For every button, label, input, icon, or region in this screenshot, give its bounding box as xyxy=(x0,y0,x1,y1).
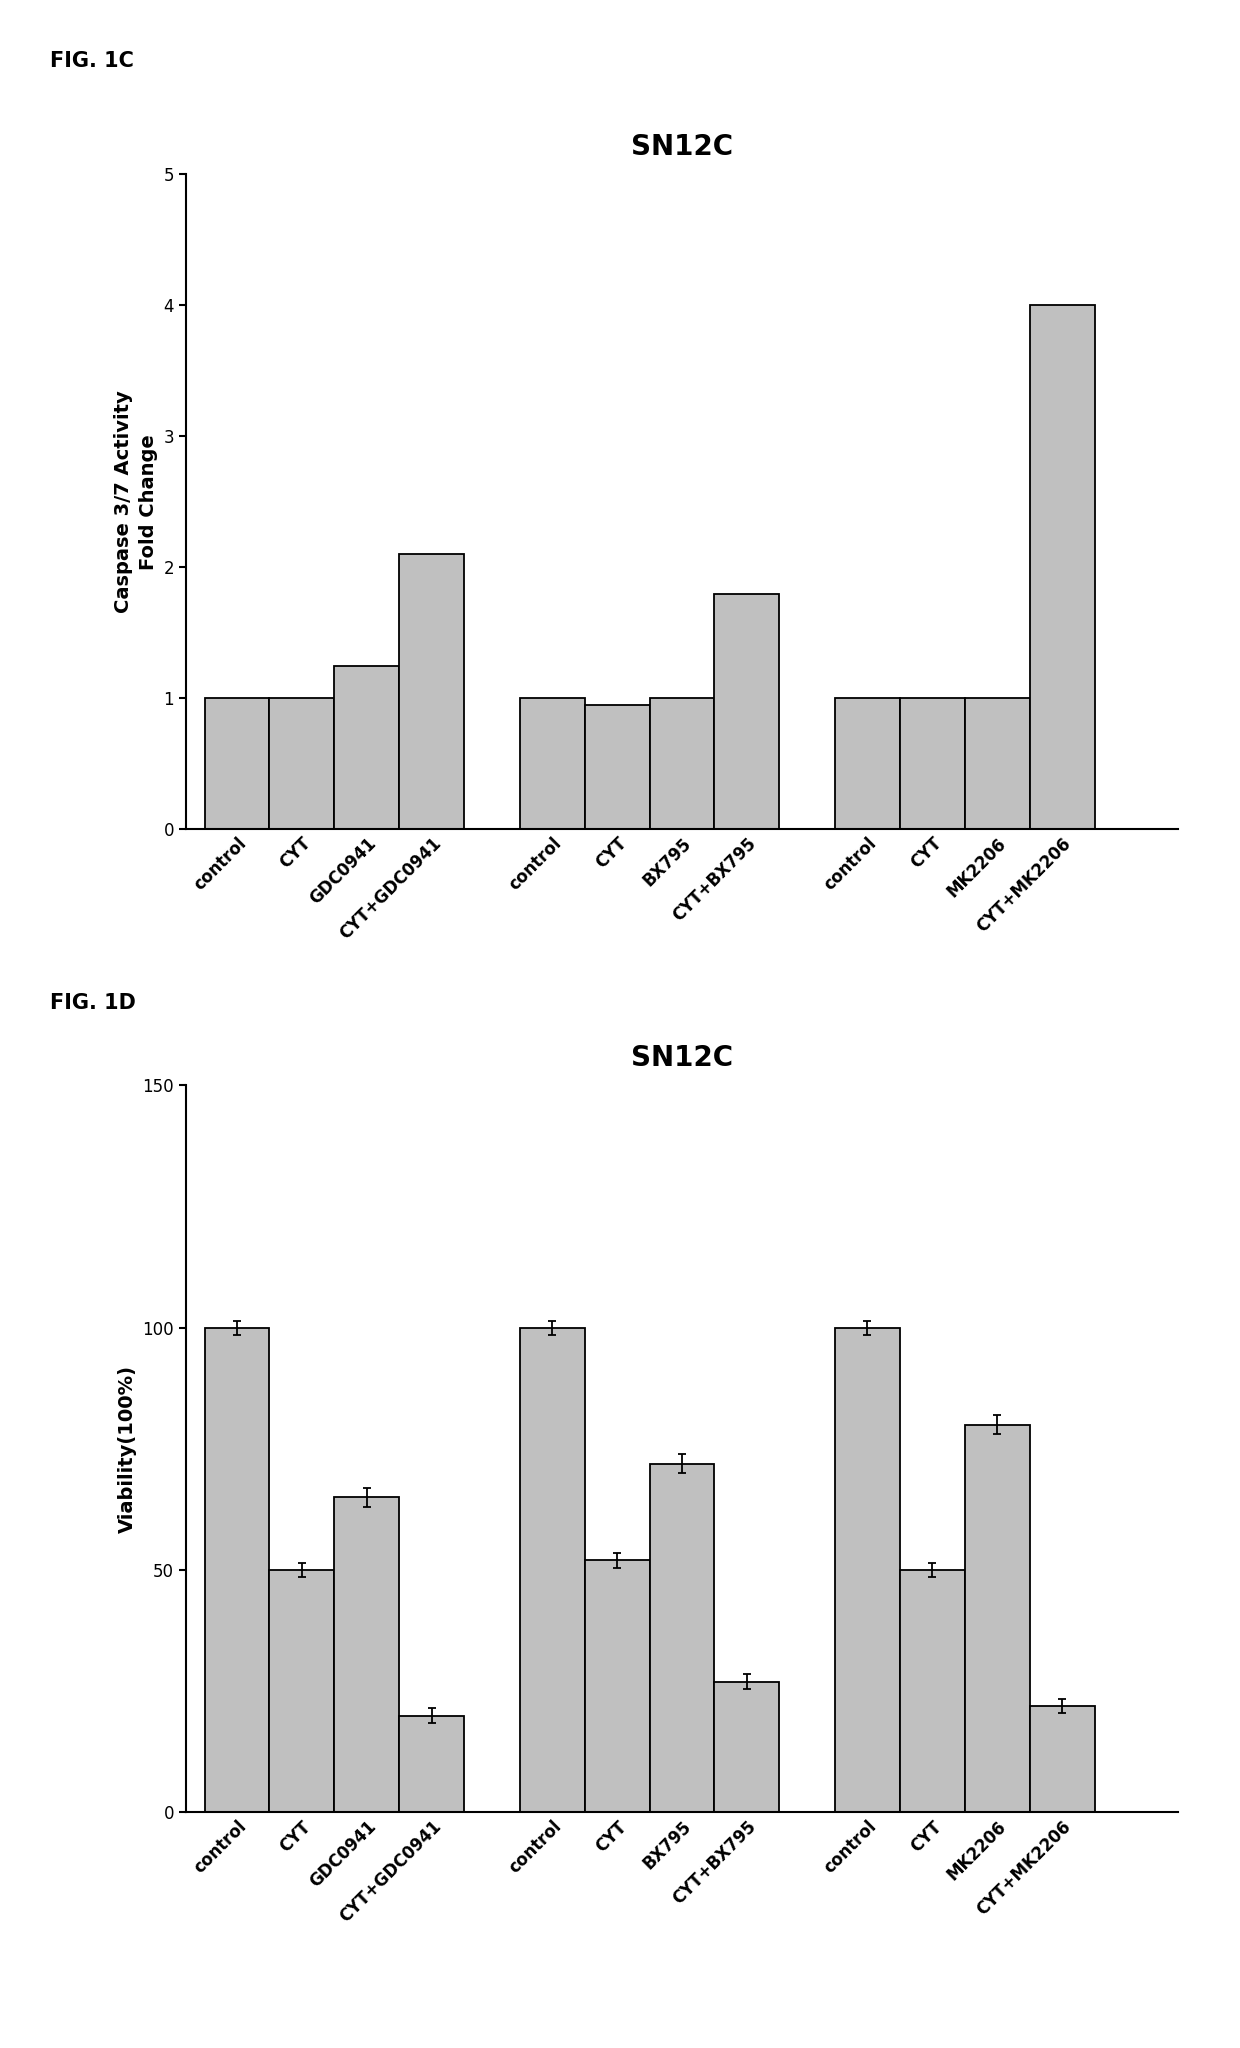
Bar xyxy=(900,1571,965,1812)
Bar xyxy=(584,1561,650,1812)
Y-axis label: Viability(100%): Viability(100%) xyxy=(118,1364,136,1534)
Y-axis label: Caspase 3/7 Activity
Fold Change: Caspase 3/7 Activity Fold Change xyxy=(114,391,157,612)
Text: FIG. 1C: FIG. 1C xyxy=(50,51,134,72)
Bar xyxy=(714,1681,780,1812)
Bar xyxy=(835,698,900,829)
Bar xyxy=(335,666,399,829)
Bar xyxy=(900,698,965,829)
Bar xyxy=(520,698,584,829)
Bar xyxy=(965,1425,1029,1812)
Bar xyxy=(520,1327,584,1812)
Bar xyxy=(584,705,650,829)
Bar xyxy=(1029,1706,1095,1812)
Bar xyxy=(1029,305,1095,829)
Bar xyxy=(269,698,335,829)
Bar xyxy=(205,1327,269,1812)
Bar xyxy=(269,1571,335,1812)
Title: SN12C: SN12C xyxy=(631,133,733,160)
Bar xyxy=(399,1716,464,1812)
Title: SN12C: SN12C xyxy=(631,1044,733,1071)
Bar xyxy=(650,698,714,829)
Bar xyxy=(714,594,780,829)
Bar xyxy=(650,1464,714,1812)
Bar xyxy=(965,698,1029,829)
Text: FIG. 1D: FIG. 1D xyxy=(50,993,135,1014)
Bar xyxy=(835,1327,900,1812)
Bar xyxy=(399,555,464,829)
Bar xyxy=(335,1497,399,1812)
Bar xyxy=(205,698,269,829)
